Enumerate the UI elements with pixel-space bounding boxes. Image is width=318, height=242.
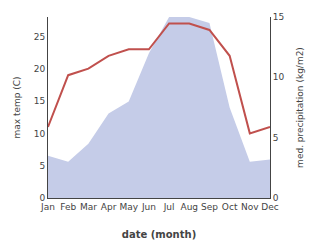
svg-text:Mar: Mar (80, 202, 97, 212)
svg-text:Nov: Nov (241, 202, 259, 212)
svg-text:Oct: Oct (222, 202, 238, 212)
svg-text:Jul: Jul (163, 202, 175, 212)
svg-text:10: 10 (273, 72, 285, 82)
svg-text:0: 0 (39, 193, 45, 203)
svg-text:0: 0 (273, 193, 279, 203)
svg-text:Apr: Apr (101, 202, 117, 212)
svg-text:Aug: Aug (180, 202, 198, 212)
svg-text:May: May (119, 202, 138, 212)
svg-text:5: 5 (39, 161, 45, 171)
svg-text:Jun: Jun (141, 202, 156, 212)
svg-text:15: 15 (273, 12, 284, 22)
svg-text:med. precipitation (kg/m2): med. precipitation (kg/m2) (295, 47, 305, 168)
svg-text:Feb: Feb (60, 202, 76, 212)
svg-text:10: 10 (34, 129, 46, 139)
svg-text:Dec: Dec (261, 202, 278, 212)
svg-text:15: 15 (34, 96, 45, 106)
svg-text:max temp (C): max temp (C) (12, 76, 22, 138)
svg-text:25: 25 (34, 32, 45, 42)
svg-text:Sep: Sep (201, 202, 218, 212)
svg-text:20: 20 (34, 64, 46, 74)
svg-text:Jan: Jan (40, 202, 55, 212)
svg-text:date (month): date (month) (122, 229, 196, 240)
svg-text:5: 5 (273, 133, 279, 143)
